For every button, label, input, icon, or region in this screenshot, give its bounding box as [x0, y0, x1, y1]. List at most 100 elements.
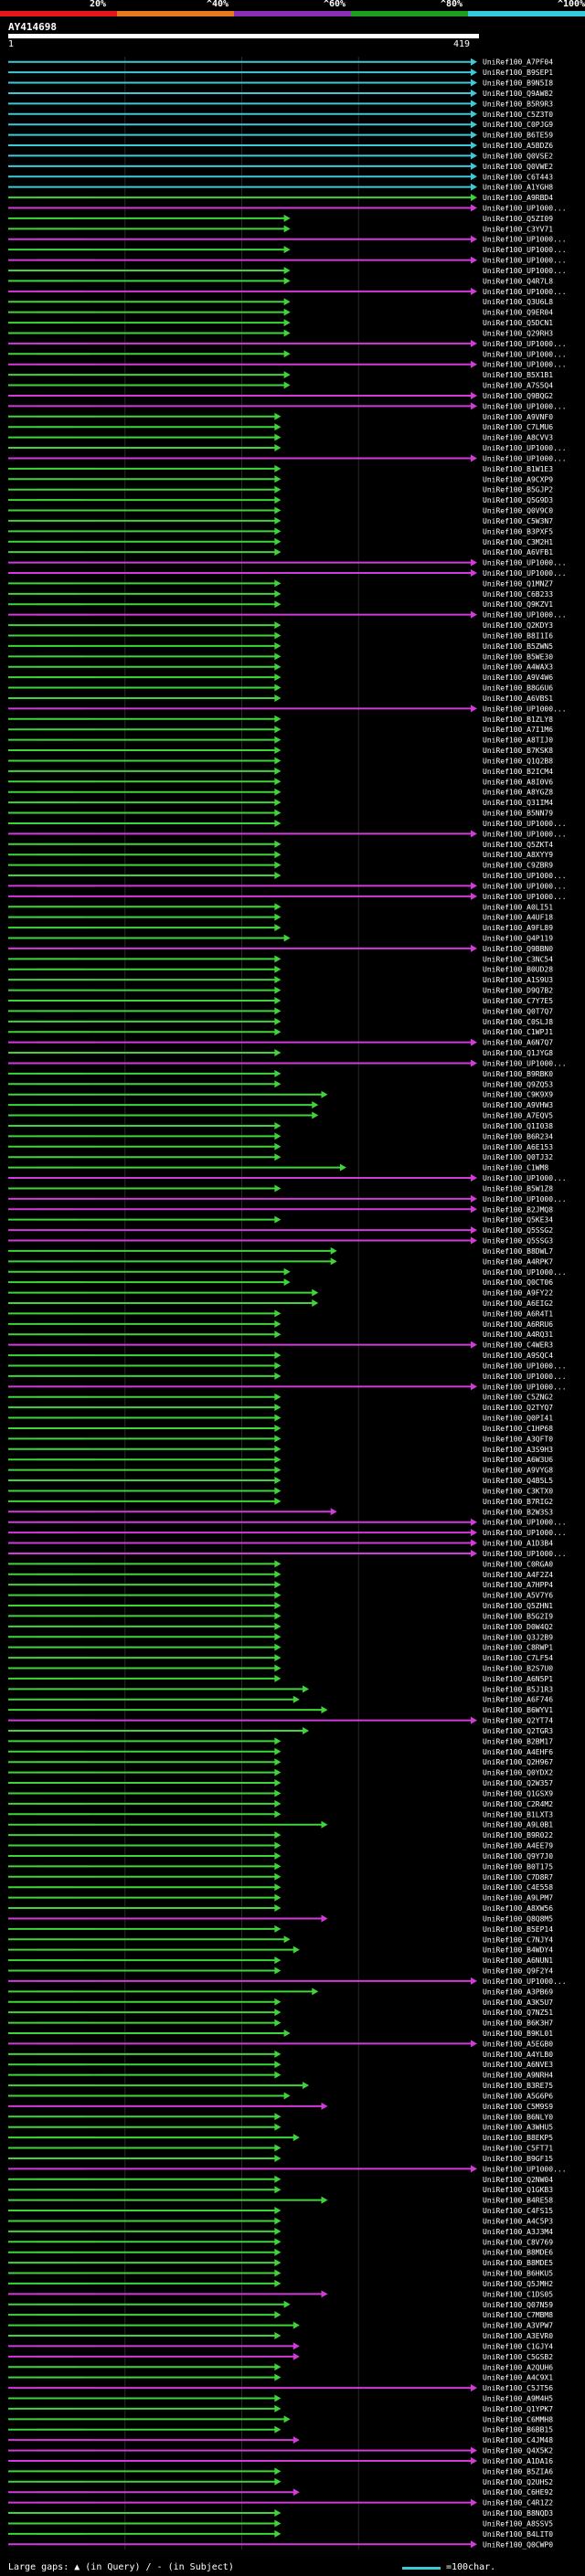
hit-label[interactable]: UniRef100_B5WE30	[483, 652, 553, 661]
hit-label[interactable]: UniRef100_A5BDZ6	[483, 142, 553, 150]
hit-label[interactable]: UniRef100_A5V7Y6	[483, 1592, 553, 1600]
hit-label[interactable]: UniRef100_A0LI51	[483, 903, 553, 911]
hit-label[interactable]: UniRef100_C7D8R7	[483, 1873, 553, 1882]
hit-label[interactable]: UniRef100_B5EP14	[483, 1925, 553, 1934]
hit-label[interactable]: UniRef100_Q1I038	[483, 1122, 553, 1130]
hit-label[interactable]: UniRef100_UP1000...	[483, 1550, 567, 1558]
hit-label[interactable]: UniRef100_B5ZIA6	[483, 2467, 553, 2475]
hit-label[interactable]: UniRef100_UP1000...	[483, 820, 567, 828]
hit-label[interactable]: UniRef100_Q9F2Y4	[483, 1967, 553, 1976]
hit-label[interactable]: UniRef100_B2W3S3	[483, 1508, 553, 1516]
hit-label[interactable]: UniRef100_C1WPJ1	[483, 1028, 553, 1036]
hit-label[interactable]: UniRef100_Q2W357	[483, 1779, 553, 1787]
hit-label[interactable]: UniRef100_B2ICM4	[483, 768, 553, 776]
hit-label[interactable]: UniRef100_Q5JMH2	[483, 2280, 553, 2288]
hit-label[interactable]: UniRef100_C4E558	[483, 1883, 553, 1892]
hit-label[interactable]: UniRef100_C3NC54	[483, 955, 553, 963]
hit-label[interactable]: UniRef100_UP1000...	[483, 872, 567, 880]
hit-label[interactable]: UniRef100_B0UD28	[483, 966, 553, 974]
hit-label[interactable]: UniRef100_A3PB69	[483, 1988, 553, 1996]
hit-label[interactable]: UniRef100_B6HKU5	[483, 2270, 553, 2278]
hit-label[interactable]: UniRef100_A9SQC4	[483, 1352, 553, 1360]
hit-label[interactable]: UniRef100_C5Z3T0	[483, 111, 553, 119]
hit-label[interactable]: UniRef100_Q1Q2B8	[483, 757, 553, 765]
hit-label[interactable]: UniRef100_UP1000...	[483, 1529, 567, 1537]
hit-label[interactable]: UniRef100_C5M9S9	[483, 2103, 553, 2111]
hit-label[interactable]: UniRef100_A4F2Z4	[483, 1571, 553, 1579]
hit-label[interactable]: UniRef100_C6HE92	[483, 2488, 553, 2496]
hit-label[interactable]: UniRef100_Q1YPK7	[483, 2405, 553, 2413]
hit-label[interactable]: UniRef100_UP1000...	[483, 611, 567, 620]
hit-label[interactable]: UniRef100_A7HPP4	[483, 1581, 553, 1589]
hit-label[interactable]: UniRef100_UP1000...	[483, 1383, 567, 1391]
hit-label[interactable]: UniRef100_A3QFT0	[483, 1435, 553, 1443]
hit-label[interactable]: UniRef100_UP1000...	[483, 288, 567, 296]
hit-label[interactable]: UniRef100_A1D3B4	[483, 1540, 553, 1548]
hit-label[interactable]: UniRef100_Q5ZI09	[483, 215, 553, 223]
hit-label[interactable]: UniRef100_Q0T7Q7	[483, 1007, 553, 1015]
hit-label[interactable]: UniRef100_UP1000...	[483, 257, 567, 265]
hit-label[interactable]: UniRef100_B1LXT3	[483, 1810, 553, 1818]
hit-label[interactable]: UniRef100_UP1000...	[483, 267, 567, 275]
hit-label[interactable]: UniRef100_Q2TGR3	[483, 1727, 553, 1735]
hit-label[interactable]: UniRef100_B6K3H7	[483, 2019, 553, 2028]
hit-label[interactable]: UniRef100_A3EVR0	[483, 2332, 553, 2340]
hit-label[interactable]: UniRef100_UP1000...	[483, 1373, 567, 1381]
hit-label[interactable]: UniRef100_A3S9H3	[483, 1446, 553, 1454]
hit-label[interactable]: UniRef100_Q8Q8M5	[483, 1914, 553, 1923]
hit-label[interactable]: UniRef100_C3YV71	[483, 225, 553, 233]
hit-label[interactable]: UniRef100_C4FS15	[483, 2207, 553, 2215]
hit-label[interactable]: UniRef100_A4RPK7	[483, 1257, 553, 1266]
hit-label[interactable]: UniRef100_C4JM48	[483, 2436, 553, 2444]
hit-label[interactable]: UniRef100_Q5DCN1	[483, 319, 553, 327]
hit-label[interactable]: UniRef100_A9FL89	[483, 924, 553, 932]
hit-label[interactable]: UniRef100_Q2UHS2	[483, 2478, 553, 2486]
hit-label[interactable]: UniRef100_UP1000...	[483, 1195, 567, 1203]
hit-label[interactable]: UniRef100_B8MDE5	[483, 2259, 553, 2267]
hit-label[interactable]: UniRef100_A3K5U7	[483, 1998, 553, 2007]
hit-label[interactable]: UniRef100_B5W1Z8	[483, 1184, 553, 1193]
hit-label[interactable]: UniRef100_A9LPM7	[483, 1894, 553, 1903]
hit-label[interactable]: UniRef100_A8YGZ8	[483, 789, 553, 797]
hit-label[interactable]: UniRef100_B3RE75	[483, 2082, 553, 2090]
hit-label[interactable]: UniRef100_C5ZNG2	[483, 1394, 553, 1402]
hit-label[interactable]: UniRef100_A8SSV5	[483, 2519, 553, 2528]
hit-label[interactable]: UniRef100_C1HP68	[483, 1425, 553, 1433]
hit-label[interactable]: UniRef100_A1S9U3	[483, 976, 553, 984]
hit-label[interactable]: UniRef100_UP1000...	[483, 559, 567, 567]
hit-label[interactable]: UniRef100_C4R1Z2	[483, 2499, 553, 2507]
hit-label[interactable]: UniRef100_B5ZWN5	[483, 642, 553, 651]
hit-label[interactable]: UniRef100_UP1000...	[483, 236, 567, 244]
hit-label[interactable]: UniRef100_A4EHF6	[483, 1748, 553, 1756]
hit-label[interactable]: UniRef100_A4WAX3	[483, 663, 553, 672]
hit-label[interactable]: UniRef100_Q0YDX2	[483, 1769, 553, 1777]
hit-label[interactable]: UniRef100_B5R9R3	[483, 100, 553, 108]
hit-label[interactable]: UniRef100_UP1000...	[483, 402, 567, 410]
hit-label[interactable]: UniRef100_UP1000...	[483, 1059, 567, 1067]
hit-label[interactable]: UniRef100_D0W4Q2	[483, 1623, 553, 1631]
hit-label[interactable]: UniRef100_B9SEP1	[483, 69, 553, 77]
hit-label[interactable]: UniRef100_Q1GKB3	[483, 2186, 553, 2194]
hit-label[interactable]: UniRef100_C9K9X9	[483, 1091, 553, 1099]
hit-label[interactable]: UniRef100_B2JMQ8	[483, 1205, 553, 1214]
hit-label[interactable]: UniRef100_C5W3N7	[483, 517, 553, 525]
hit-label[interactable]: UniRef100_C7Y7E5	[483, 997, 553, 1005]
hit-label[interactable]: UniRef100_B5GJP2	[483, 486, 553, 494]
hit-label[interactable]: UniRef100_UP1000...	[483, 893, 567, 901]
hit-label[interactable]: UniRef100_A6NUN1	[483, 1956, 553, 1965]
hit-label[interactable]: UniRef100_A9V4W6	[483, 673, 553, 682]
hit-label[interactable]: UniRef100_Q4X5K2	[483, 2447, 553, 2455]
hit-label[interactable]: UniRef100_UP1000...	[483, 2165, 567, 2173]
hit-label[interactable]: UniRef100_A6W3U6	[483, 1456, 553, 1464]
hit-label[interactable]: UniRef100_A6F746	[483, 1696, 553, 1704]
hit-label[interactable]: UniRef100_B0T175	[483, 1862, 553, 1871]
hit-label[interactable]: UniRef100_Q0PI41	[483, 1415, 553, 1423]
hit-label[interactable]: UniRef100_A9RBD4	[483, 194, 553, 202]
hit-label[interactable]: UniRef100_Q4B5L5	[483, 1477, 553, 1485]
hit-label[interactable]: UniRef100_Q5ZKT4	[483, 841, 553, 849]
hit-label[interactable]: UniRef100_Q31IM4	[483, 799, 553, 807]
hit-label[interactable]: UniRef100_C4WER3	[483, 1341, 553, 1350]
hit-label[interactable]: UniRef100_Q0V9C0	[483, 507, 553, 515]
hit-label[interactable]: UniRef100_Q0VWE2	[483, 163, 553, 171]
hit-label[interactable]: UniRef100_B8NQD3	[483, 2509, 553, 2518]
